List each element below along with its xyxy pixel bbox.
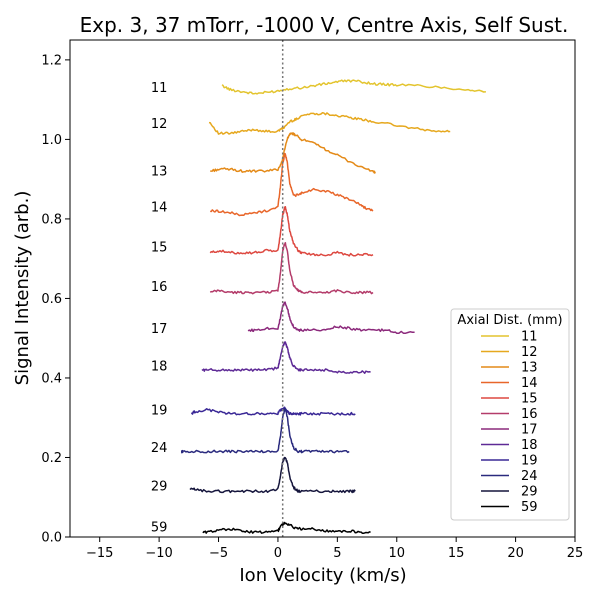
series-label-12: 12 <box>151 117 168 132</box>
y-tick-label: 0.6 <box>41 292 62 307</box>
x-tick-label: −5 <box>209 546 228 561</box>
series-line-24 <box>180 407 350 454</box>
y-tick-label: 0.2 <box>41 451 62 466</box>
series-line-16 <box>209 242 374 295</box>
series-line-59 <box>202 521 371 535</box>
plot-frame <box>69 39 576 538</box>
x-axis-title: Ion Velocity (km/s) <box>239 565 406 586</box>
chart-title: Exp. 3, 37 mTorr, -1000 V, Centre Axis, … <box>80 13 569 37</box>
legend-entry-19: 19 <box>521 454 538 469</box>
legend-entry-24: 24 <box>521 469 538 484</box>
series-line-12 <box>208 111 451 135</box>
x-tick-label: 10 <box>388 546 405 561</box>
legend-entry-18: 18 <box>521 438 538 453</box>
series-label-14: 14 <box>151 200 168 215</box>
series-layer <box>180 79 487 535</box>
series-line-15 <box>209 206 374 257</box>
x-tick-label: 15 <box>448 546 465 561</box>
y-tick-label: 0.8 <box>41 212 62 227</box>
series-line-19 <box>190 406 356 416</box>
y-tick-label: 1.2 <box>41 53 62 68</box>
y-axis: 0.0 0.2 0.4 0.6 0.8 1.0 1.2 <box>41 53 70 546</box>
legend-entry-12: 12 <box>521 345 538 360</box>
legend-entry-59: 59 <box>521 500 538 515</box>
series-label-19: 19 <box>151 403 168 418</box>
x-tick-label: 20 <box>507 546 524 561</box>
x-tick-label: 5 <box>333 546 341 561</box>
legend-entry-11: 11 <box>521 330 538 345</box>
y-tick-label: 0.4 <box>41 371 62 386</box>
series-label-24: 24 <box>151 441 168 456</box>
y-tick-label: 0.0 <box>41 531 62 546</box>
series-label-59: 59 <box>151 521 168 536</box>
legend-entry-29: 29 <box>521 485 538 500</box>
legend-entry-14: 14 <box>521 376 538 391</box>
y-tick-label: 1.0 <box>41 133 62 148</box>
series-line-18 <box>201 341 371 374</box>
x-tick-label: −15 <box>86 546 113 561</box>
x-axis: −15 −10 −5 0 5 10 15 20 25 <box>86 537 583 561</box>
legend-entry-13: 13 <box>521 361 538 376</box>
series-line-17 <box>247 301 415 335</box>
legend-title: Axial Dist. (mm) <box>457 313 562 328</box>
series-line-14 <box>210 152 374 217</box>
legend-box <box>450 308 570 521</box>
series-line-29 <box>189 456 356 494</box>
series-line-11 <box>221 79 487 95</box>
series-label-15: 15 <box>151 240 168 255</box>
series-line-13 <box>210 132 376 174</box>
series-label-11: 11 <box>151 81 168 96</box>
series-labels: 11 12 13 14 15 16 17 18 19 24 29 59 <box>151 81 168 535</box>
x-tick-label: −10 <box>145 546 172 561</box>
x-tick-label: 25 <box>567 546 584 561</box>
legend-entry-17: 17 <box>521 423 538 438</box>
y-axis-title: Signal Intensity (arb.) <box>12 191 33 386</box>
x-tick-label: 0 <box>274 546 282 561</box>
series-label-16: 16 <box>151 280 168 295</box>
legend-entry-15: 15 <box>521 392 538 407</box>
series-label-29: 29 <box>151 480 168 495</box>
series-label-13: 13 <box>151 165 168 180</box>
series-label-17: 17 <box>151 322 168 337</box>
legend-entry-16: 16 <box>521 407 538 422</box>
series-label-18: 18 <box>151 360 168 375</box>
